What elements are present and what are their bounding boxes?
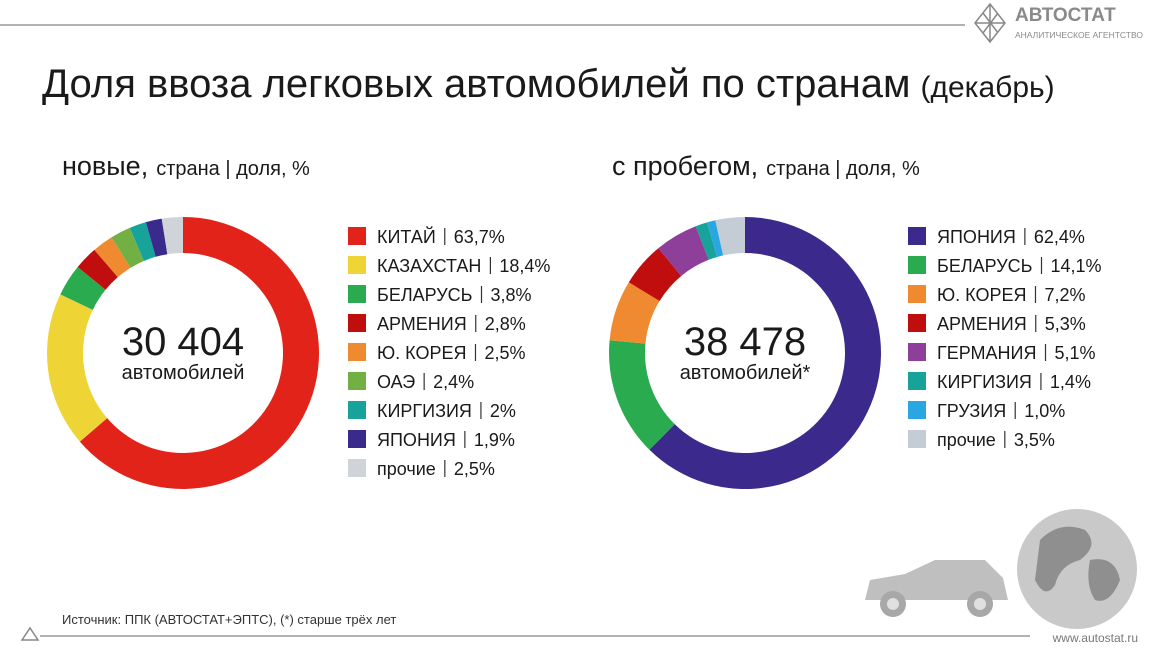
- chart-label: с пробегом,: [612, 151, 758, 181]
- legend-swatch: [908, 227, 926, 245]
- legend-name: БЕЛАРУСЬ: [377, 285, 473, 305]
- donut-segment: [79, 217, 319, 490]
- legend-name: КИРГИЗИЯ: [937, 372, 1032, 392]
- legend-value: 1,4%: [1050, 372, 1091, 392]
- donut-segment: [707, 220, 724, 257]
- legend-name: ОАЭ: [377, 372, 415, 392]
- legend-value: 1,9%: [474, 430, 515, 450]
- corner-icon: [20, 626, 40, 641]
- legend-value: 1,0%: [1024, 401, 1065, 421]
- legend-value: 3,8%: [491, 285, 532, 305]
- legend-name: ЯПОНИЯ: [937, 227, 1016, 247]
- legend-value: 2,8%: [485, 314, 526, 334]
- donut-segment: [715, 217, 745, 256]
- legend-swatch: [908, 314, 926, 332]
- legend-value: 2,5%: [454, 459, 495, 479]
- legend-value: 14,1%: [1051, 256, 1102, 276]
- legend-name: ЯПОНИЯ: [377, 430, 456, 450]
- legend-value: 7,2%: [1044, 285, 1085, 305]
- center-label: автомобилей*: [680, 362, 811, 384]
- donut-segment: [649, 217, 881, 489]
- legend-name: КИРГИЗИЯ: [377, 401, 472, 421]
- legend-name: АРМЕНИЯ: [377, 314, 467, 334]
- legend-value: 63,7%: [454, 227, 505, 247]
- legend-value: 2,5%: [484, 343, 525, 363]
- legend-name: АРМЕНИЯ: [937, 314, 1027, 334]
- legend-value: 5,3%: [1045, 314, 1086, 334]
- legend-swatch: [348, 401, 366, 419]
- chart-subtitle: страна | доля, %: [766, 158, 920, 180]
- car-illustration: [865, 560, 1008, 617]
- donut-segment: [695, 222, 718, 260]
- donut-segment: [628, 248, 682, 302]
- legend-name: БЕЛАРУСЬ: [937, 256, 1033, 276]
- logo: АВТОСТАТ: [1015, 5, 1116, 26]
- legend-swatch: [908, 285, 926, 303]
- donut-segment: [658, 226, 709, 276]
- center-label: автомобилей: [122, 362, 245, 384]
- legend-value: 2,4%: [433, 372, 474, 392]
- donut-segment: [161, 217, 183, 255]
- legend-value: 62,4%: [1034, 227, 1085, 247]
- legend-swatch: [908, 372, 926, 390]
- legend-name: Ю. КОРЕЯ: [377, 343, 466, 363]
- legend-value: 2%: [490, 401, 516, 421]
- legend-swatch: [348, 314, 366, 332]
- title-note: (декабрь): [921, 71, 1055, 104]
- legend-name: Ю. КОРЕЯ: [937, 285, 1026, 305]
- url: www.autostat.ru: [1052, 631, 1138, 645]
- donut-segment: [47, 294, 108, 442]
- center-value: 38 478: [684, 320, 806, 364]
- legend-swatch: [348, 343, 366, 361]
- legend-name: КАЗАХСТАН: [377, 256, 481, 276]
- legend-swatch: [348, 459, 366, 477]
- center-value: 30 404: [122, 320, 244, 364]
- source: Источник: ППК (АВТОСТАТ+ЭПТС), (*) старш…: [62, 612, 396, 627]
- donut-segment: [111, 227, 144, 268]
- legend-swatch: [348, 256, 366, 274]
- legend-name: КИТАЙ: [377, 226, 436, 247]
- legend-value: 18,4%: [499, 256, 550, 276]
- legend-swatch: [908, 401, 926, 419]
- legend-swatch: [908, 430, 926, 448]
- donut-segment: [60, 266, 106, 310]
- chart-label: новые,: [62, 151, 148, 181]
- legend-value: 3,5%: [1014, 430, 1055, 450]
- logo-icon: [974, 2, 1006, 44]
- legend-swatch: [908, 343, 926, 361]
- legend-value: 5,1%: [1055, 343, 1096, 363]
- donut-segment: [129, 222, 156, 261]
- logo-tagline: АНАЛИТИЧЕСКОЕ АГЕНТСТВО: [1015, 30, 1143, 40]
- legend-name: прочие: [937, 430, 996, 450]
- donut-segment: [609, 282, 660, 344]
- title: Доля ввоза легковых автомобилей по стран…: [42, 62, 911, 106]
- globe-illustration: [1017, 509, 1137, 629]
- legend-swatch: [348, 227, 366, 245]
- legend-swatch: [348, 430, 366, 448]
- donut-segment: [145, 218, 168, 257]
- legend-swatch: [348, 372, 366, 390]
- legend-name: прочие: [377, 459, 436, 479]
- donut-segment: [609, 340, 675, 450]
- legend-name: ГЕРМАНИЯ: [937, 343, 1037, 363]
- legend-swatch: [348, 285, 366, 303]
- legend-name: ГРУЗИЯ: [937, 401, 1006, 421]
- donut-segment: [94, 237, 131, 278]
- chart-subtitle: страна | доля, %: [156, 158, 310, 180]
- donut-segment: [77, 249, 118, 290]
- legend-swatch: [908, 256, 926, 274]
